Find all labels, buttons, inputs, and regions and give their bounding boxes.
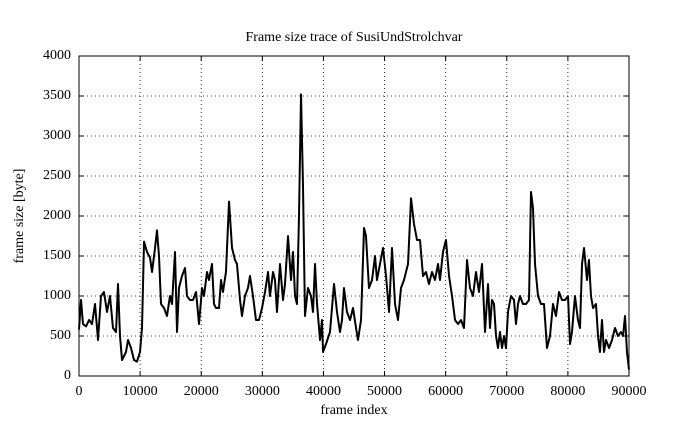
x-tick-label: 40000 [306,384,341,399]
y-tick-label: 3000 [43,128,71,143]
y-tick-label: 1500 [43,248,71,263]
chart-title: Frame size trace of SusiUndStrolchvar [246,30,463,45]
y-axis-label: frame size [byte] [12,169,27,264]
y-tick-label: 4000 [43,48,71,63]
y-tick-label: 0 [64,368,71,383]
x-axis-label: frame index [320,403,387,418]
x-tick-label: 80000 [550,384,585,399]
x-tick-label: 30000 [245,384,280,399]
x-tick-label: 0 [76,384,83,399]
x-tick-label: 60000 [428,384,463,399]
x-tick-label: 20000 [184,384,219,399]
data-line [78,93,630,370]
y-tick-label: 3500 [43,88,71,103]
x-tick-label: 10000 [123,384,158,399]
x-tick-label: 90000 [612,384,647,399]
y-tick-label: 500 [50,328,71,343]
y-tick-label: 2000 [43,208,71,223]
y-tick-label: 2500 [43,168,71,183]
x-tick-label: 50000 [367,384,402,399]
y-tick-label: 1000 [43,288,71,303]
x-tick-label: 70000 [489,384,524,399]
